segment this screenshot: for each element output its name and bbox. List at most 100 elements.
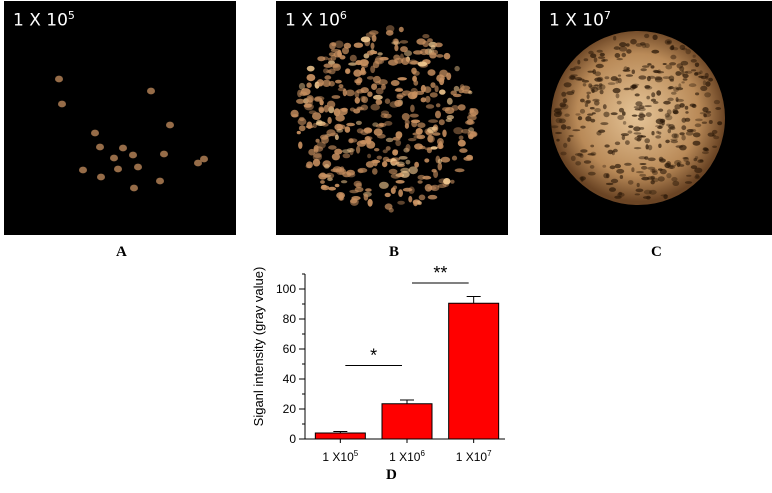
dark-gap (594, 77, 603, 82)
dark-gap (682, 157, 689, 160)
fluorescent-spot (342, 88, 347, 97)
dark-gap (681, 81, 685, 84)
dark-gap (588, 83, 593, 88)
dark-gap (624, 87, 632, 90)
micrograph-image-a (55, 75, 208, 192)
fluorescent-spot (307, 96, 313, 103)
dark-gap (717, 121, 723, 126)
fluorescent-spot (298, 125, 306, 132)
dark-gap (635, 171, 644, 174)
fluorescent-spot (430, 146, 438, 150)
fluorescent-spot (354, 90, 360, 98)
fluorescent-spot (371, 83, 378, 90)
fluorescent-spot (373, 94, 383, 100)
dark-gap (619, 42, 627, 48)
fluorescent-spot (412, 132, 421, 136)
fluorescent-spot (360, 95, 366, 103)
panel-letter-b: B (389, 244, 400, 260)
dark-gap (570, 155, 576, 161)
fluorescent-spot (375, 87, 384, 95)
fluorescent-spot (430, 184, 440, 192)
dark-gap (694, 62, 700, 68)
fluorescent-spot (134, 163, 142, 171)
dark-gap (703, 112, 712, 118)
fluorescent-spot (334, 134, 339, 140)
dark-gap (690, 165, 698, 170)
dark-gap (645, 144, 649, 150)
fluorescent-spot (319, 172, 326, 178)
dark-gap (665, 64, 673, 70)
fluorescent-spot (356, 140, 367, 147)
fluorescent-spot (376, 155, 382, 160)
dark-gap (691, 104, 697, 108)
fluorescent-spot (425, 95, 431, 103)
fluorescent-spot (354, 186, 364, 193)
fluorescent-spot (320, 180, 325, 184)
fluorescent-spot (355, 60, 363, 66)
dark-gap (708, 77, 713, 82)
dark-gap (643, 189, 652, 195)
fluorescent-spot (370, 65, 376, 74)
dark-gap (667, 86, 672, 90)
fluorescent-spot (439, 89, 446, 95)
panel-c-title-exponent: 7 (603, 9, 611, 22)
dark-gap (657, 176, 665, 182)
y-tick-label: 40 (283, 372, 297, 386)
dark-gap (695, 92, 700, 96)
fluorescent-spot (329, 42, 336, 50)
dark-gap (674, 104, 681, 110)
dark-gap (627, 180, 634, 185)
dark-gap (647, 144, 653, 151)
fluorescent-spot (338, 193, 344, 201)
fluorescent-spot (420, 97, 427, 103)
fluorescent-spot (410, 104, 415, 113)
fluorescent-spot (466, 119, 474, 125)
fluorescent-spot (166, 121, 174, 129)
dark-gap (694, 72, 699, 76)
dark-gap (656, 90, 662, 96)
fluorescent-spot (466, 154, 473, 160)
fluorescent-spot (194, 159, 202, 167)
fluorescent-spot (423, 86, 432, 93)
dark-gap (637, 117, 645, 121)
dark-gap (574, 153, 583, 156)
dark-gap (564, 113, 570, 117)
dark-gap (633, 132, 642, 135)
fluorescent-spot (451, 105, 459, 111)
dark-gap (577, 59, 581, 65)
fluorescent-spot (371, 159, 381, 164)
dark-gap (644, 43, 650, 49)
dark-gap (669, 62, 677, 66)
dark-gap (581, 79, 590, 83)
fluorescent-spot (468, 90, 473, 95)
dark-gap (672, 47, 679, 51)
fluorescent-spot (408, 138, 417, 142)
fluorescent-spot (322, 79, 331, 88)
fluorescent-spot (392, 185, 398, 190)
dark-gap (631, 69, 635, 75)
dark-gap (647, 157, 656, 162)
dark-gap (558, 118, 566, 124)
fluorescent-spot (317, 56, 326, 62)
dark-gap (635, 188, 644, 193)
fluorescent-spot (338, 84, 344, 89)
fluorescent-spot (367, 198, 373, 207)
dark-gap (703, 113, 707, 118)
fluorescent-spot (417, 61, 428, 67)
fluorescent-spot (400, 46, 408, 53)
fluorescent-spot (468, 134, 474, 140)
dark-gap (607, 82, 616, 85)
dark-gap (690, 59, 697, 63)
dark-gap (614, 163, 621, 169)
fluorescent-spot (373, 128, 383, 136)
fluorescent-spot (459, 148, 468, 153)
dark-gap (580, 125, 586, 129)
dark-gap (621, 52, 627, 58)
dark-gap (647, 63, 652, 66)
dark-gap (695, 173, 700, 179)
dark-gap (708, 120, 713, 124)
dark-gap (590, 53, 597, 59)
fluorescent-spot (91, 129, 99, 137)
dark-gap (651, 169, 656, 173)
fluorescent-spot (435, 103, 441, 108)
